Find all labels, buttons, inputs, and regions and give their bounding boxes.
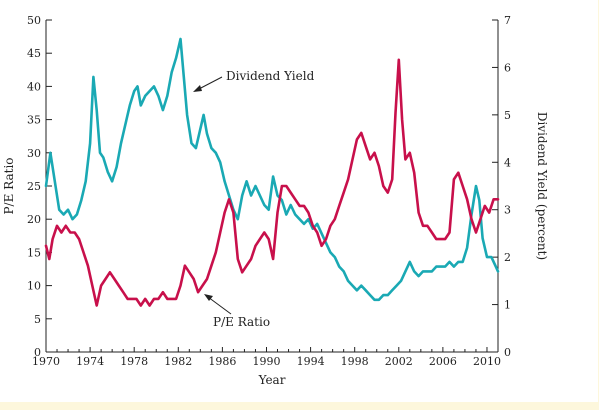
right-y-tick-label: 0 <box>504 346 511 359</box>
x-tick-label: 1994 <box>297 355 325 368</box>
left-y-tick-label: 20 <box>27 213 41 226</box>
right-y-tick-label: 7 <box>504 14 511 27</box>
left-y-tick-label: 30 <box>27 147 41 160</box>
right-y-axis-label: Dividend Yield (percent) <box>535 112 549 260</box>
right-y-tick-label: 5 <box>504 109 511 122</box>
x-ticks: 1970 1974 1978 1982 1986 1990 1994 1998 2002 2006… <box>32 347 501 368</box>
right-y-ticks: 0 1 2 3 4 5 6 7 <box>492 14 511 359</box>
left-y-tick-label: 10 <box>27 280 41 293</box>
x-tick-label: 1974 <box>76 355 104 368</box>
left-y-tick-label: 45 <box>27 47 41 60</box>
x-tick-label: 1986 <box>208 355 236 368</box>
dividend-yield-arrow-line <box>196 76 223 91</box>
chart: 1970 1974 1978 1982 1986 1990 1994 1998 2002 2006… <box>2 14 549 387</box>
right-y-tick-label: 4 <box>504 156 511 169</box>
dividend-yield-annotation: Dividend Yield <box>226 69 315 83</box>
right-y-tick-label: 3 <box>504 204 511 217</box>
dividend-yield-series-line <box>44 37 500 302</box>
left-y-tick-label: 15 <box>27 246 41 259</box>
left-y-ticks: 0 5 10 15 20 25 30 35 40 45 50 <box>27 14 52 359</box>
annotation-layer: Dividend Yield P/E Ratio <box>193 69 315 329</box>
x-tick-label: 2010 <box>473 355 501 368</box>
x-tick-label: 1998 <box>341 355 369 368</box>
pe-ratio-arrow-line <box>207 296 232 315</box>
left-y-tick-label: 0 <box>34 346 41 359</box>
x-tick-label: 2002 <box>385 355 413 368</box>
x-axis-label: Year <box>258 373 286 387</box>
plot-panel: 1970 1974 1978 1982 1986 1990 1994 1998 2002 2006… <box>0 0 598 402</box>
left-y-tick-label: 5 <box>34 313 41 326</box>
x-tick-label: 1970 <box>32 355 60 368</box>
dividend-yield-arrow-head <box>193 85 202 92</box>
right-y-tick-label: 2 <box>504 251 511 264</box>
x-tick-label: 1990 <box>252 355 280 368</box>
pe-ratio-arrow-head <box>204 294 213 301</box>
pe-ratio-annotation: P/E Ratio <box>213 315 270 329</box>
pe-ratio-series-line <box>44 58 500 307</box>
right-y-tick-label: 1 <box>504 299 511 312</box>
x-tick-label: 1982 <box>164 355 192 368</box>
right-y-tick-label: 6 <box>504 61 511 74</box>
left-y-tick-label: 40 <box>27 80 41 93</box>
left-y-axis-label: P/E Ratio <box>2 157 16 214</box>
x-tick-label: 1978 <box>120 355 148 368</box>
x-tick-label: 2006 <box>429 355 457 368</box>
left-y-tick-label: 35 <box>27 114 41 127</box>
series-layer <box>44 37 500 307</box>
left-y-tick-label: 50 <box>27 14 41 27</box>
left-y-tick-label: 25 <box>27 180 41 193</box>
